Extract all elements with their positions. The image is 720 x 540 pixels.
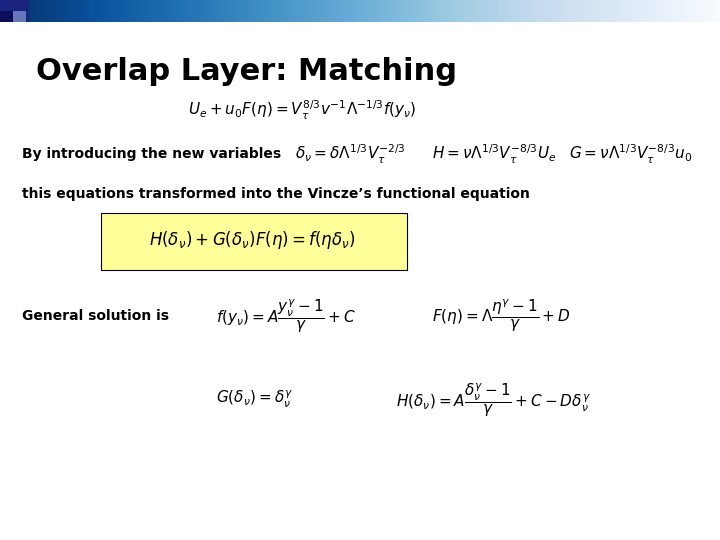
- Text: $U_e + u_0 F(\eta) = V_\tau^{8/3} v^{-1} \Lambda^{-1/3} f(y_\nu)$: $U_e + u_0 F(\eta) = V_\tau^{8/3} v^{-1}…: [188, 99, 417, 122]
- Text: By introducing the new variables: By introducing the new variables: [22, 147, 281, 161]
- Text: $H = \nu\Lambda^{1/3} V_\tau^{-8/3} U_e$: $H = \nu\Lambda^{1/3} V_\tau^{-8/3} U_e$: [432, 143, 557, 165]
- Text: $f(y_\nu) = A\dfrac{y_\nu^{\gamma}-1}{\gamma} + C$: $f(y_\nu) = A\dfrac{y_\nu^{\gamma}-1}{\g…: [216, 297, 356, 335]
- Text: $H(\delta_\nu) + G(\delta_\nu)F(\eta) = f(\eta\delta_\nu)$: $H(\delta_\nu) + G(\delta_\nu)F(\eta) = …: [148, 230, 356, 251]
- Text: General solution is: General solution is: [22, 309, 168, 323]
- Text: this equations transformed into the Vincze’s functional equation: this equations transformed into the Vinc…: [22, 187, 529, 201]
- Text: Overlap Layer: Matching: Overlap Layer: Matching: [36, 57, 457, 86]
- Text: $G(\delta_\nu) = \delta_\nu^{\gamma}$: $G(\delta_\nu) = \delta_\nu^{\gamma}$: [216, 389, 294, 410]
- Bar: [0, 0, 29, 22]
- FancyBboxPatch shape: [101, 213, 407, 270]
- Text: $H(\delta_\nu) = A\dfrac{\delta_\nu^{\gamma}-1}{\gamma} + C - D\delta_\nu^{\gamm: $H(\delta_\nu) = A\dfrac{\delta_\nu^{\ga…: [396, 381, 591, 418]
- Text: $F(\eta) = \Lambda\dfrac{\eta^{\gamma}-1}{\gamma} + D$: $F(\eta) = \Lambda\dfrac{\eta^{\gamma}-1…: [432, 298, 571, 334]
- Bar: [13, 11, 26, 22]
- Text: $G = \nu\Lambda^{1/3} V_\tau^{-8/3} u_0$: $G = \nu\Lambda^{1/3} V_\tau^{-8/3} u_0$: [569, 143, 692, 165]
- Bar: [0, 11, 13, 22]
- Text: $\delta_\nu = \delta\Lambda^{1/3} V_\tau^{-2/3}$: $\delta_\nu = \delta\Lambda^{1/3} V_\tau…: [295, 143, 406, 165]
